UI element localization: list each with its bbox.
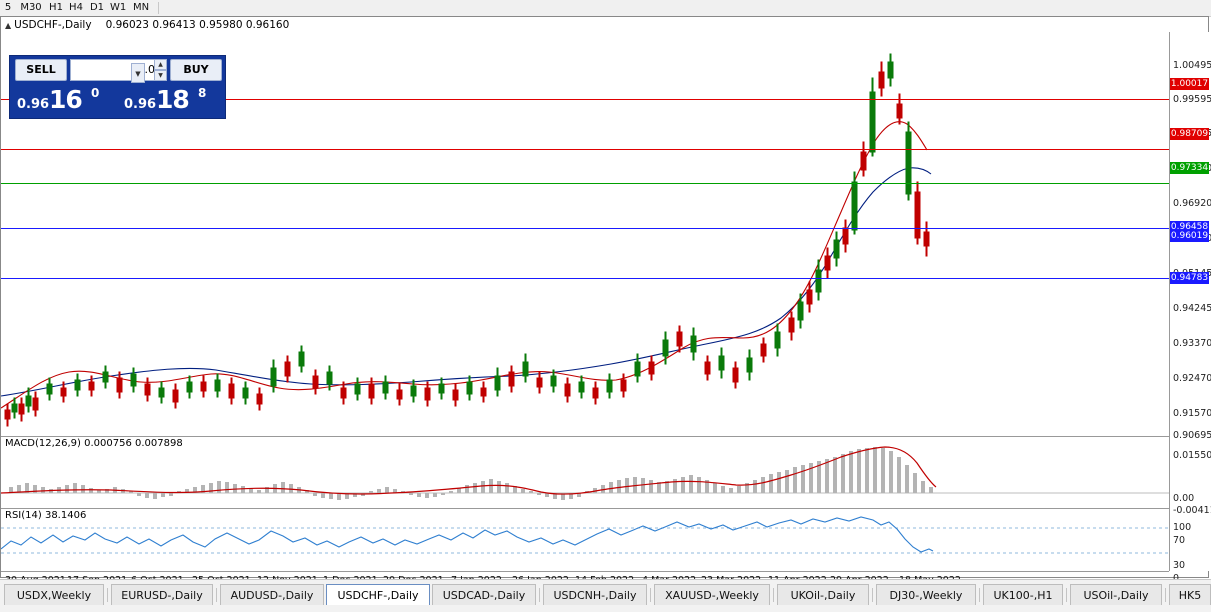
oct-controls-row: SELL 2.00 ▲ ▼ ▼ BUY — [10, 56, 225, 83]
chart-tab-bar: USDX,Weekly EURUSD-,Daily AUDUSD-,Daily … — [0, 579, 1211, 612]
buy-price-main: 18 — [156, 85, 190, 114]
price-plot-svg — [1, 53, 932, 427]
scale-tick: 1.00495 — [1173, 60, 1211, 71]
one-click-trading-panel[interactable]: SELL 2.00 ▲ ▼ ▼ BUY 0.96 16 0 0.96 18 — [9, 55, 226, 119]
tab-divider — [1066, 588, 1067, 602]
buy-price-fraction: 8 — [198, 86, 207, 100]
tab-divider — [979, 588, 980, 602]
price-pane[interactable] — [1, 32, 1169, 436]
timeframe-mn[interactable]: MN — [132, 2, 150, 13]
timeframe-w1[interactable]: W1 — [110, 2, 127, 13]
toolbar-divider — [158, 2, 159, 14]
level-line-0.94783[interactable] — [1, 278, 1169, 279]
rsi-scale-tick: 70 — [1173, 535, 1186, 546]
rsi-label: RSI(14) 38.1406 — [5, 510, 87, 521]
chart-canvas[interactable]: ▲ USDCHF-,Daily 0.96023 0.96413 0.95980 0.… — [0, 16, 1211, 586]
tab-divider — [539, 588, 540, 602]
macd-scale-tick: 0.00 — [1173, 493, 1195, 504]
volume-stepper[interactable]: ▲ ▼ — [154, 59, 167, 81]
chart-ohlc-values: 0.96023 0.96413 0.95980 0.96160 — [105, 19, 290, 31]
tab-usdchf-daily[interactable]: USDCHF-,Daily — [326, 584, 430, 605]
timeframe-toolbar: 5 M30 H1 H4 D1 W1 MN — [0, 0, 1211, 17]
collapse-triangle-icon[interactable]: ▲ — [5, 20, 12, 30]
buy-button[interactable]: BUY — [170, 59, 222, 81]
rsi-pane[interactable]: RSI(14) 38.1406 — [1, 508, 1169, 572]
level-box-0.98709[interactable]: 0.98709 — [1170, 128, 1209, 140]
level-box-0.97334[interactable]: 0.97334 — [1170, 162, 1209, 174]
level-line-0.97334[interactable] — [1, 183, 1169, 184]
scale-tick: 0.94245 — [1173, 303, 1211, 314]
timeframe-h4[interactable]: H4 — [69, 2, 83, 13]
tab-eurusd-daily[interactable]: EURUSD-,Daily — [111, 584, 213, 605]
tab-usoil-daily[interactable]: USOil-,Daily — [1070, 584, 1162, 605]
scale-tick: 0.93370 — [1173, 338, 1211, 349]
macd-pane[interactable]: MACD(12,26,9) 0.000756 0.007898 — [1, 436, 1169, 509]
level-line-1.00017[interactable] — [1, 99, 1169, 100]
candlesticks — [4, 53, 930, 427]
rsi-plot-svg — [1, 516, 1169, 554]
sell-price-display[interactable]: 0.96 16 0 — [15, 84, 115, 116]
timeframe-m30[interactable]: M30 — [20, 2, 42, 13]
macd-plot-svg — [1, 446, 1169, 500]
stepper-up-icon[interactable]: ▲ — [154, 59, 167, 70]
scale-tick: 0.96920 — [1173, 198, 1211, 209]
level-box-0.94783[interactable]: 0.94783 — [1170, 272, 1209, 284]
macd-scale-tick: 0.015504 — [1173, 450, 1211, 461]
tab-dj30-weekly[interactable]: DJ30-,Weekly — [876, 584, 976, 605]
buy-price-display[interactable]: 0.96 18 8 — [122, 84, 222, 116]
stepper-down-icon[interactable]: ▼ — [154, 70, 167, 81]
tab-ukoil-daily[interactable]: UKOil-,Daily — [777, 584, 869, 605]
volume-dropdown-chevron-down-icon[interactable]: ▼ — [131, 63, 145, 83]
level-line-0.96458[interactable] — [1, 228, 1169, 229]
buy-price-prefix: 0.96 — [124, 97, 157, 112]
timeframe-d1[interactable]: D1 — [89, 2, 105, 13]
tab-divider — [872, 588, 873, 602]
rsi-scale-tick: 0 — [1173, 573, 1179, 584]
timeframe-5[interactable]: 5 — [4, 2, 12, 13]
tab-usdx-weekly[interactable]: USDX,Weekly — [4, 584, 104, 605]
scale-tick: 0.99595 — [1173, 94, 1211, 105]
tab-divider — [773, 588, 774, 602]
timeframe-h1[interactable]: H1 — [49, 2, 63, 13]
level-box-1.00017[interactable]: 1.00017 — [1170, 78, 1209, 90]
tab-xauusd-weekly[interactable]: XAUUSD-,Weekly — [654, 584, 770, 605]
price-scale[interactable]: 1.00495 0.99595 0.98695 0.97820 0.96920 … — [1169, 32, 1211, 584]
scale-tick: 0.90695 — [1173, 430, 1211, 441]
tab-audusd-daily[interactable]: AUDUSD-,Daily — [220, 584, 324, 605]
level-line-0.98709[interactable] — [1, 149, 1169, 150]
tab-divider — [216, 588, 217, 602]
tab-hk5[interactable]: HK5 — [1169, 584, 1211, 605]
chart-symbol-label: USDCHF-,Daily — [14, 19, 92, 31]
macd-label: MACD(12,26,9) 0.000756 0.007898 — [5, 438, 183, 449]
sell-price-main: 16 — [49, 85, 83, 114]
rsi-scale-tick: 30 — [1173, 560, 1186, 571]
rsi-scale-tick: 100 — [1173, 522, 1192, 533]
scale-tick: 0.91570 — [1173, 408, 1211, 419]
tab-uk100-h1[interactable]: UK100-,H1 — [983, 584, 1063, 605]
scale-tick: 0.92470 — [1173, 373, 1211, 384]
chart-header: ▲ USDCHF-,Daily 0.96023 0.96413 0.95980 0.… — [5, 19, 289, 31]
tab-divider — [650, 588, 651, 602]
volume-input[interactable]: 2.00 ▲ ▼ ▼ — [70, 59, 167, 83]
tab-divider — [107, 588, 108, 602]
tab-usdcad-daily[interactable]: USDCAD-,Daily — [432, 584, 536, 605]
macd-scale-tick: -0.004118 — [1173, 505, 1211, 516]
level-box-0.96019[interactable]: 0.96019 — [1170, 230, 1209, 242]
sell-price-fraction: 0 — [91, 86, 100, 100]
tab-divider — [1165, 588, 1166, 602]
sell-price-prefix: 0.96 — [17, 97, 50, 112]
sell-button[interactable]: SELL — [15, 59, 67, 81]
tab-usdcnh-daily[interactable]: USDCNH-,Daily — [543, 584, 647, 605]
